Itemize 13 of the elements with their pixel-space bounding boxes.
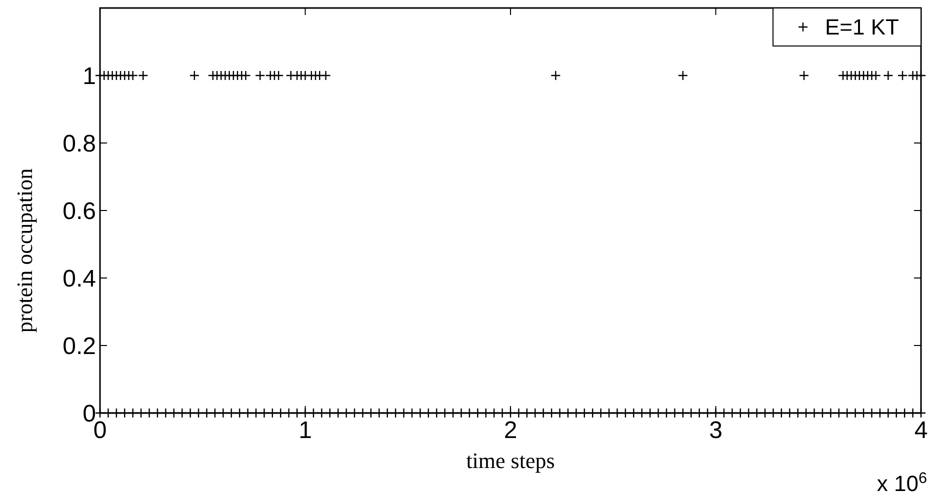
y-tick-label: 0.6 [62,198,96,225]
y-tick-label: 0.8 [62,130,96,158]
x-tick-label: 2 [504,417,518,444]
y-tick-label: 1 [82,62,96,90]
text: x 10$^{6}$ [876,470,927,496]
legend-label: E=1 KT [825,14,899,40]
x-axis-title: time steps [466,448,555,473]
x-tick-label: 3 [709,417,722,444]
x-tick-label: 4 [914,417,928,444]
y-tick-label: 0.2 [62,332,96,360]
x-tick-label: 1 [298,417,312,444]
y-tick-label: 0.4 [62,265,96,292]
y-axis-title: protein occupation [12,168,37,333]
